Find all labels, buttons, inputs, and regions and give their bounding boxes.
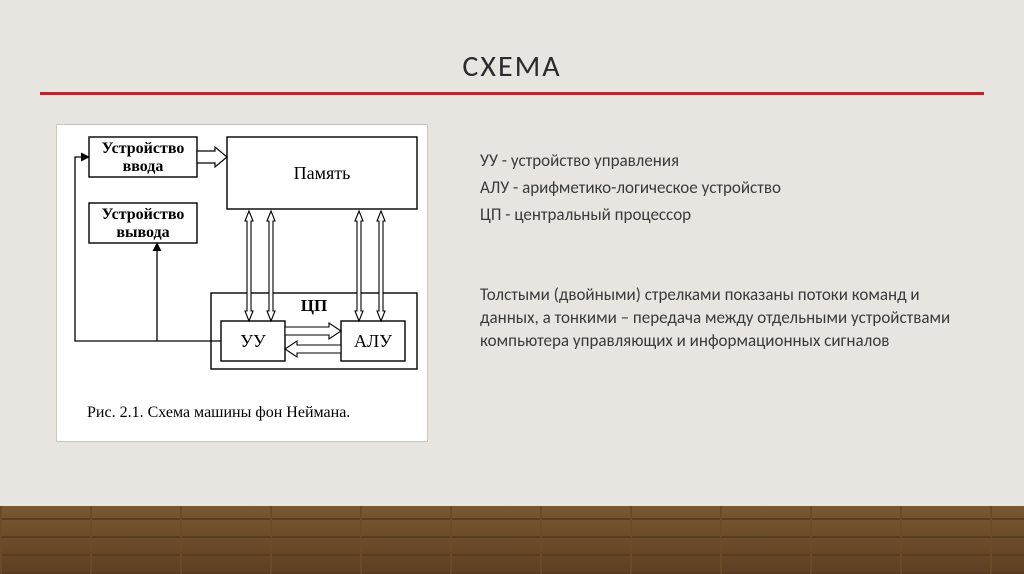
legend-line-3: ЦП - центральный процессор [480, 204, 980, 227]
node-memory-label: Память [294, 163, 351, 183]
node-cu: УУ [221, 321, 285, 361]
node-cpu-label: ЦП [301, 296, 327, 315]
node-cu-label: УУ [240, 331, 266, 351]
node-alu-label: АЛУ [354, 331, 392, 351]
thin-arrow-bus [75, 157, 221, 341]
node-output-label1: Устройство [102, 206, 185, 223]
floor-texture [0, 506, 1024, 574]
legend-line-2: АЛУ - арифметико-логическое устройство [480, 177, 980, 200]
diagram-figure: Устройство ввода Устройство вывода Памят… [56, 124, 428, 442]
legend-line-1: УУ - устройство управления [480, 150, 980, 173]
title-rule [40, 92, 984, 95]
node-input-label2: ввода [123, 158, 164, 175]
node-memory: Память [227, 137, 417, 209]
description-text: Толстыми (двойными) стрелками показаны п… [480, 284, 980, 353]
node-alu: АЛУ [341, 321, 405, 361]
figure-caption: Рис. 2.1. Схема машины фон Неймана. [87, 404, 350, 421]
node-output-label2: вывода [116, 224, 169, 241]
von-neumann-diagram: Устройство ввода Устройство вывода Памят… [57, 125, 427, 441]
double-arrow-input-memory [197, 147, 227, 167]
slide-title: СХЕМА [0, 48, 1024, 85]
legend-block: УУ - устройство управления АЛУ - арифмет… [480, 150, 980, 231]
node-input-label1: Устройство [102, 140, 185, 157]
node-input: Устройство ввода [89, 137, 197, 177]
node-output: Устройство вывода [89, 203, 197, 243]
slide: СХЕМА Устройство ввода Устройство выв [0, 0, 1024, 574]
